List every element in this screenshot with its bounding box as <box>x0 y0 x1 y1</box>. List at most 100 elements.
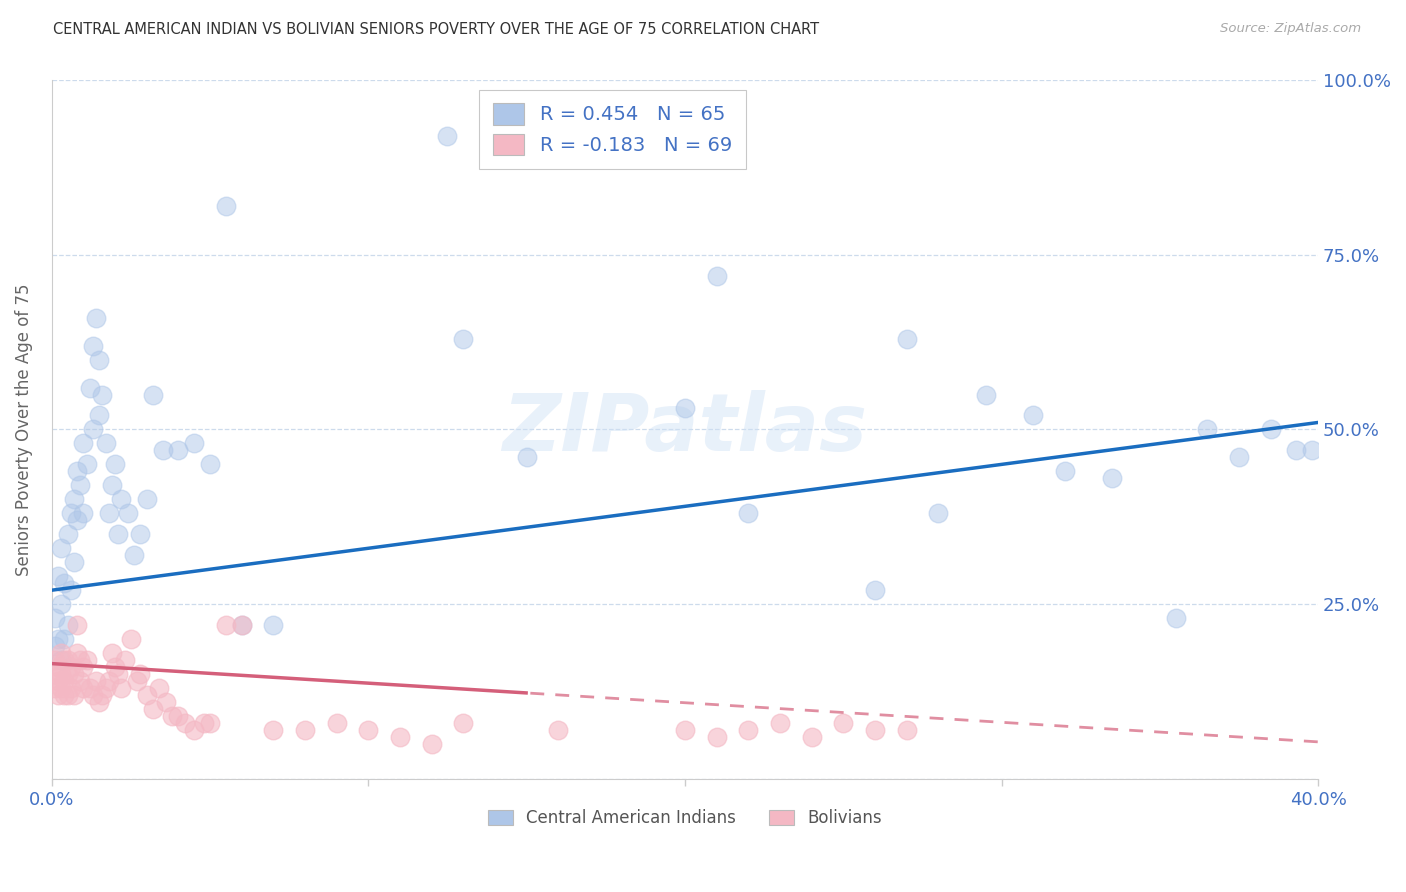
Point <box>706 730 728 744</box>
Point <box>183 723 205 737</box>
Point <box>101 478 124 492</box>
Point <box>89 352 111 367</box>
Point <box>706 268 728 283</box>
Point <box>51 646 73 660</box>
Point <box>107 527 129 541</box>
Point <box>173 716 195 731</box>
Point <box>101 646 124 660</box>
Point <box>56 527 79 541</box>
Point <box>1227 450 1250 465</box>
Point <box>53 674 76 689</box>
Point <box>388 730 411 744</box>
Point <box>69 674 91 689</box>
Point <box>110 681 132 695</box>
Point <box>1197 422 1219 436</box>
Point <box>516 450 538 465</box>
Point <box>127 674 149 689</box>
Point <box>129 667 152 681</box>
Point <box>420 737 443 751</box>
Point <box>769 716 792 731</box>
Point <box>91 387 114 401</box>
Point <box>94 436 117 450</box>
Point <box>104 660 127 674</box>
Point <box>142 387 165 401</box>
Point <box>72 660 94 674</box>
Point <box>51 667 73 681</box>
Point <box>69 478 91 492</box>
Point <box>673 401 696 416</box>
Point <box>547 723 569 737</box>
Point <box>1022 409 1045 423</box>
Point <box>46 674 69 689</box>
Y-axis label: Seniors Poverty Over the Age of 75: Seniors Poverty Over the Age of 75 <box>15 283 32 575</box>
Point <box>927 506 949 520</box>
Point <box>51 681 73 695</box>
Point <box>46 632 69 647</box>
Point <box>1301 443 1323 458</box>
Point <box>97 674 120 689</box>
Point <box>114 653 136 667</box>
Point <box>82 422 104 436</box>
Point <box>1260 422 1282 436</box>
Point <box>436 128 458 143</box>
Text: CENTRAL AMERICAN INDIAN VS BOLIVIAN SENIORS POVERTY OVER THE AGE OF 75 CORRELATI: CENTRAL AMERICAN INDIAN VS BOLIVIAN SENI… <box>53 22 820 37</box>
Text: Source: ZipAtlas.com: Source: ZipAtlas.com <box>1220 22 1361 36</box>
Point <box>53 632 76 647</box>
Point <box>231 618 253 632</box>
Point <box>110 492 132 507</box>
Point <box>69 653 91 667</box>
Point <box>44 667 66 681</box>
Point <box>63 688 86 702</box>
Point <box>63 492 86 507</box>
Point <box>832 716 855 731</box>
Point <box>89 409 111 423</box>
Point <box>44 639 66 653</box>
Point <box>262 723 284 737</box>
Point <box>673 723 696 737</box>
Point <box>97 506 120 520</box>
Point <box>129 527 152 541</box>
Point <box>72 681 94 695</box>
Point <box>1101 471 1123 485</box>
Point <box>51 653 73 667</box>
Point <box>44 681 66 695</box>
Point <box>53 653 76 667</box>
Point <box>104 458 127 472</box>
Point <box>56 667 79 681</box>
Point <box>72 436 94 450</box>
Point <box>59 681 82 695</box>
Point <box>135 492 157 507</box>
Point <box>198 458 221 472</box>
Point <box>46 688 69 702</box>
Point <box>737 723 759 737</box>
Point <box>59 583 82 598</box>
Point <box>63 555 86 569</box>
Legend: Central American Indians, Bolivians: Central American Indians, Bolivians <box>481 802 889 833</box>
Point <box>148 681 170 695</box>
Point <box>94 681 117 695</box>
Point <box>863 583 886 598</box>
Point <box>44 653 66 667</box>
Point <box>1164 611 1187 625</box>
Point <box>53 688 76 702</box>
Text: ZIPatlas: ZIPatlas <box>502 391 868 468</box>
Point <box>1285 443 1308 458</box>
Point <box>107 667 129 681</box>
Point <box>53 576 76 591</box>
Point <box>46 569 69 583</box>
Point <box>737 506 759 520</box>
Point <box>84 674 107 689</box>
Point <box>59 660 82 674</box>
Point <box>800 730 823 744</box>
Point <box>51 541 73 556</box>
Point <box>59 506 82 520</box>
Point <box>167 443 190 458</box>
Point <box>79 380 101 394</box>
Point <box>294 723 316 737</box>
Point <box>357 723 380 737</box>
Point <box>66 464 89 478</box>
Point <box>76 653 98 667</box>
Point <box>198 716 221 731</box>
Point <box>155 695 177 709</box>
Point <box>231 618 253 632</box>
